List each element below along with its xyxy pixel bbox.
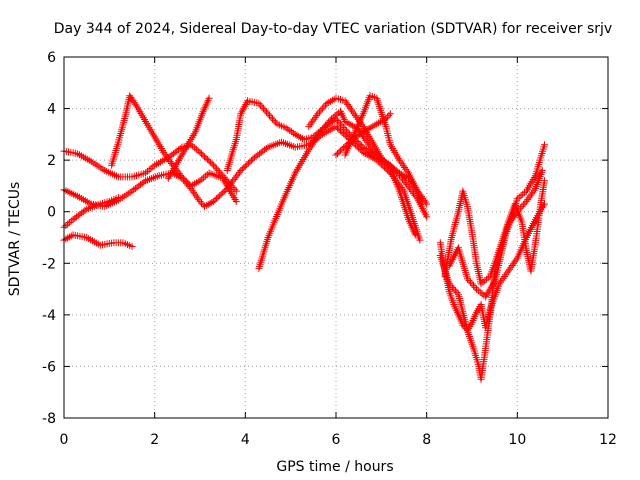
x-tick-label: 2 xyxy=(150,432,159,448)
y-tick-label: -8 xyxy=(42,411,56,427)
series-arc-i xyxy=(305,94,419,239)
series-arc-k xyxy=(332,110,394,159)
series-arc-o xyxy=(445,167,546,301)
data-point-markers xyxy=(108,92,240,205)
y-tick-label: 6 xyxy=(47,50,56,66)
x-tick-label: 4 xyxy=(241,432,250,448)
x-tick-label: 10 xyxy=(508,432,526,448)
y-tick-label: 0 xyxy=(47,205,56,221)
series-arc-n xyxy=(441,177,548,288)
y-axis-label: SDTVAR / TECUs xyxy=(7,182,23,297)
data-point-markers xyxy=(164,94,213,182)
x-tick-label: 8 xyxy=(422,432,431,448)
axis-ticks: 0 2 4 6 8 10 12 -8 -6 -4 -2 0 2 4 6 xyxy=(42,50,617,448)
data-points xyxy=(60,92,548,383)
x-tick-label: 0 xyxy=(60,432,69,448)
series-arc-e xyxy=(108,92,240,205)
x-axis-label: GPS time / hours xyxy=(276,459,393,475)
y-tick-label: 2 xyxy=(47,153,56,169)
y-tick-label: -6 xyxy=(42,359,56,375)
y-tick-label: -2 xyxy=(42,256,56,272)
x-tick-label: 12 xyxy=(599,432,617,448)
y-tick-label: -4 xyxy=(42,308,56,324)
x-tick-label: 6 xyxy=(332,432,341,448)
y-tick-label: 4 xyxy=(47,102,56,118)
data-point-markers xyxy=(445,167,546,301)
chart-title: Day 344 of 2024, Sidereal Day-to-day VTE… xyxy=(54,21,612,37)
data-point-markers xyxy=(441,177,548,288)
data-point-markers xyxy=(305,94,419,239)
data-point-markers xyxy=(332,110,394,159)
series-arc-f xyxy=(164,94,213,182)
